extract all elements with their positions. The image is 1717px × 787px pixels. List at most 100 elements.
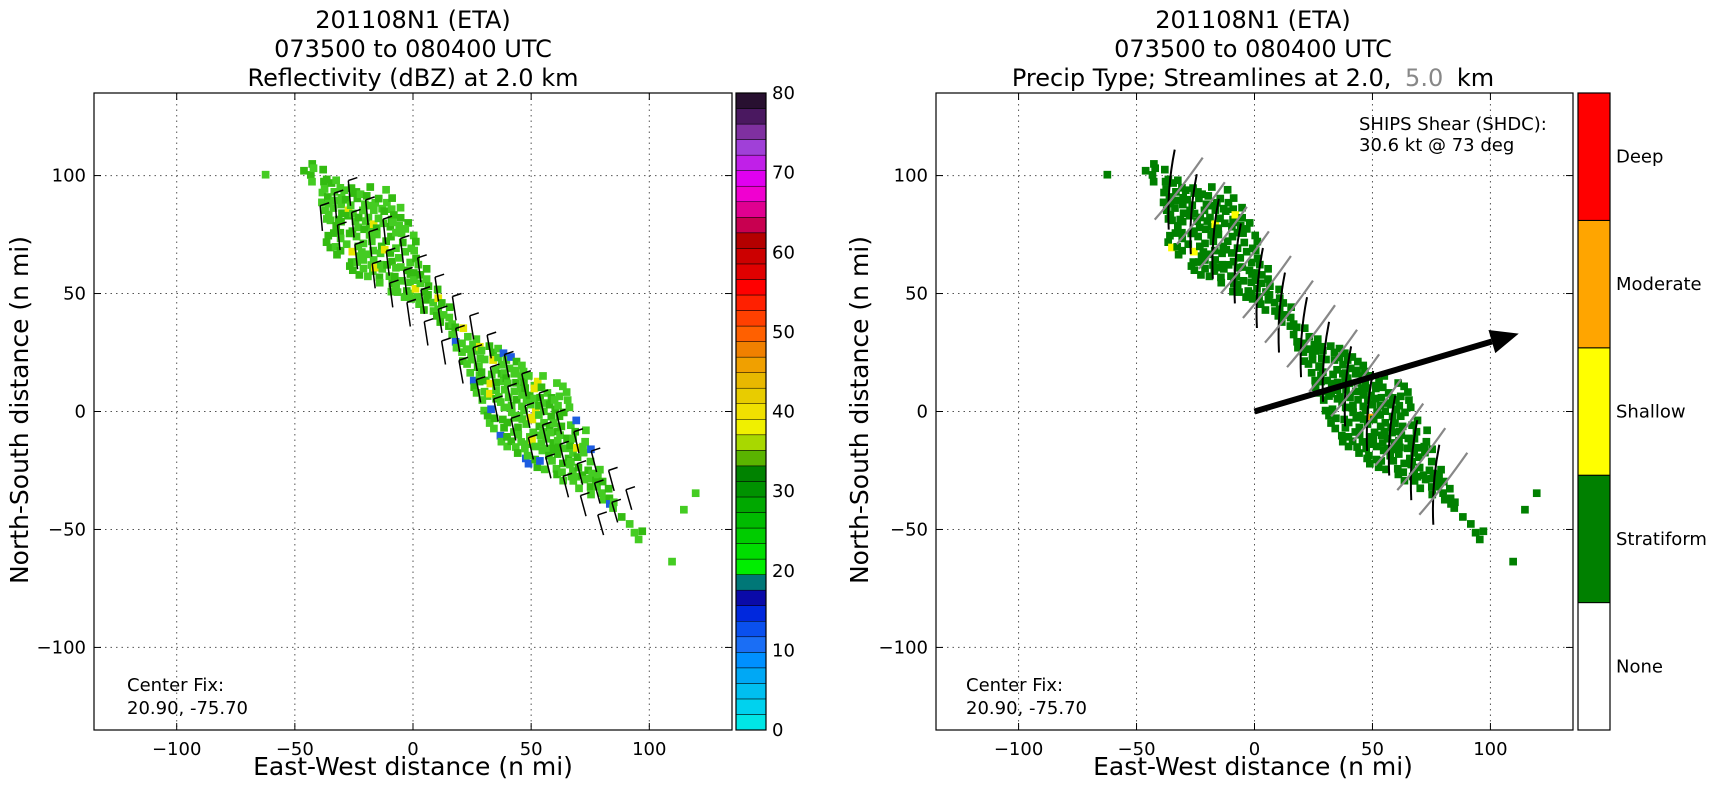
streamline-upper xyxy=(1175,181,1226,245)
left-echo-cell xyxy=(584,466,593,475)
left-echo-cell xyxy=(385,272,394,281)
wind-barb-staff xyxy=(336,224,341,251)
left-echo-cell xyxy=(516,384,525,393)
left-echo-cell xyxy=(533,463,542,472)
right-echo-cell xyxy=(1410,449,1419,457)
left-echo-cell xyxy=(448,330,457,339)
wind-barb-staff xyxy=(423,321,429,346)
left-echo-cell xyxy=(500,369,509,377)
category-label: Moderate xyxy=(1616,274,1702,295)
left-echo-cell xyxy=(376,249,385,258)
left-echo-cell xyxy=(388,257,396,266)
wind-barb-flag xyxy=(591,447,601,452)
wind-barb-flag xyxy=(348,176,358,182)
left-echo-cell xyxy=(388,194,396,202)
wind-barb-staff xyxy=(368,231,373,257)
streamline-lower xyxy=(1167,149,1176,230)
left-echo-cell xyxy=(330,188,339,196)
left-echo-cell xyxy=(476,354,485,363)
right-echo-cell xyxy=(1325,411,1333,420)
left-y-tick-label: 50 xyxy=(63,284,86,305)
right-echo-cell xyxy=(1359,391,1368,399)
left-echo-cell xyxy=(522,396,531,404)
left-echo-cell xyxy=(377,260,385,269)
left-echo-cell xyxy=(569,467,577,475)
colorbar-segment xyxy=(735,279,767,296)
streamline-lower xyxy=(1255,247,1264,329)
wind-barb-flag xyxy=(486,331,497,336)
left-echo-cell xyxy=(519,367,528,376)
streamline-upper xyxy=(1153,156,1204,221)
colorbar-segment xyxy=(735,620,767,638)
left-echo-cell xyxy=(540,418,548,427)
left-y-tick-label: −50 xyxy=(48,519,86,540)
left-echo-cell xyxy=(559,382,567,391)
wind-barb-staff xyxy=(625,489,633,511)
right-echo-cell xyxy=(1352,413,1361,422)
wind-barb-flag xyxy=(594,479,604,484)
left-echo-cell xyxy=(565,403,574,412)
left-echo-cell xyxy=(490,414,499,423)
right-echo-cell xyxy=(1287,303,1295,312)
wind-barb-staff xyxy=(354,244,359,270)
wind-barb-flag xyxy=(573,428,584,433)
left-echo-cell xyxy=(514,423,522,432)
wind-barb-staff xyxy=(576,463,584,485)
right-echo-cell xyxy=(1247,289,1256,298)
left-echo-cell xyxy=(598,489,606,497)
wind-barb-staff xyxy=(382,219,387,245)
left-echo-cell xyxy=(507,408,516,417)
right-echo-cell xyxy=(1414,453,1423,461)
left-echo-cell xyxy=(518,415,527,423)
wind-barb-flag xyxy=(472,344,483,349)
right-echo-cell xyxy=(1281,311,1289,319)
left-echo-cell xyxy=(535,422,544,431)
right-echo-cell xyxy=(1242,225,1251,233)
streamline-upper xyxy=(1418,452,1469,516)
reflectivity-colorbar: 0 10 20 30 40 50 60 70 80 xyxy=(735,83,795,741)
left-echo-cell xyxy=(374,194,383,203)
wind-barb-flag xyxy=(403,266,413,272)
left-echo-cell xyxy=(422,264,431,273)
left-echo-cell xyxy=(517,438,526,446)
right-echo-cell xyxy=(1251,276,1260,284)
wind-barb-flag xyxy=(438,305,448,310)
colorbar-segment xyxy=(735,248,767,265)
left-echo-cell xyxy=(545,400,554,409)
left-echo-cell xyxy=(533,377,542,386)
right-echo-cell xyxy=(1294,343,1302,352)
left-echo-cell xyxy=(464,332,472,341)
left-echo-cell xyxy=(517,372,526,381)
right-echo-cell xyxy=(1261,306,1270,314)
streamline-lower xyxy=(1409,419,1419,501)
right-echo-cell xyxy=(1349,401,1357,410)
left-echo-cell xyxy=(489,356,497,364)
right-echo-cell xyxy=(1394,450,1403,458)
left-echo-cell xyxy=(580,475,589,484)
left-echo-cell xyxy=(364,213,373,222)
right-echo-cell xyxy=(1223,237,1232,246)
left-echo-cell xyxy=(559,408,568,417)
right-x-tick-label: 100 xyxy=(1473,739,1507,760)
left-echo-cell xyxy=(389,218,397,227)
right-echo-cell xyxy=(1317,377,1325,386)
right-echo-cell xyxy=(1211,256,1220,264)
right-echo-cell xyxy=(1353,443,1361,451)
left-echo-cell xyxy=(540,465,549,474)
left-echo-cell xyxy=(553,436,562,445)
left-echo-cell xyxy=(452,343,461,352)
left-echo-cell xyxy=(445,303,454,312)
left-echo-cell xyxy=(480,387,489,396)
right-echo-cell xyxy=(1304,360,1313,368)
left-echo-cell xyxy=(494,344,502,353)
left-echo-cell xyxy=(521,444,529,453)
left-echo-cell xyxy=(553,379,561,387)
left-echo-cell xyxy=(567,457,575,466)
left-echo-cell xyxy=(537,383,546,392)
left-echo-cell xyxy=(369,256,378,264)
right-echo-cell xyxy=(1194,232,1202,241)
left-echo-cell xyxy=(511,443,520,451)
wind-barb-flag xyxy=(608,466,618,472)
right-echo-cell xyxy=(1229,205,1238,214)
